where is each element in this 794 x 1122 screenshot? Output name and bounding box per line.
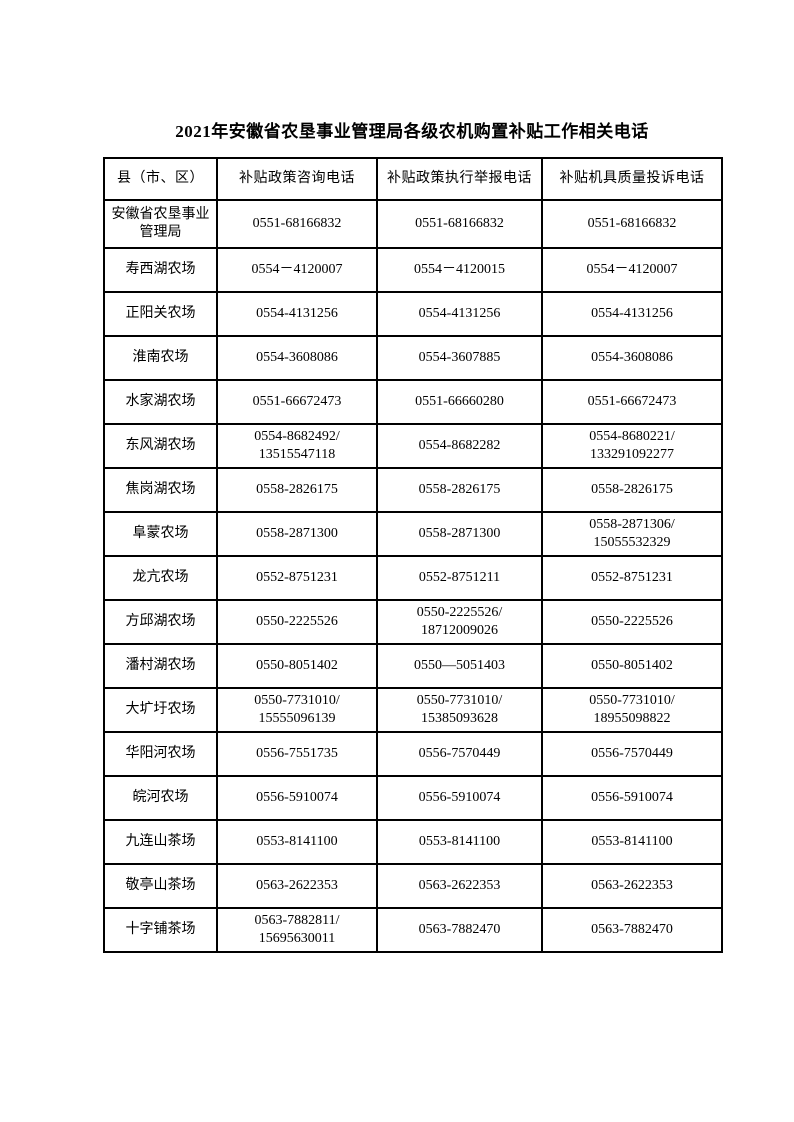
region-cell: 正阳关农场: [103, 290, 218, 337]
table-row: 阜蒙农场 0558-2871300 0558-2871300 0558-2871…: [103, 510, 723, 557]
consult-phone-cell: 0558-2826175: [216, 466, 378, 513]
consult-phone-cell: 0550-7731010/ 15555096139: [216, 686, 378, 733]
region-cell: 敬亭山茶场: [103, 862, 218, 909]
complaint-phone-cell: 0558-2871306/ 15055532329: [541, 510, 723, 557]
consult-phone-cell: 0551-66672473: [216, 378, 378, 425]
table-row: 寿西湖农场 0554－4120007 0554－4120015 0554－412…: [103, 246, 723, 293]
consult-phone-cell: 0558-2871300: [216, 510, 378, 557]
report-phone-cell: 0558-2826175: [376, 466, 543, 513]
table-row: 龙亢农场 0552-8751231 0552-8751211 0552-8751…: [103, 554, 723, 601]
table-row: 东风湖农场 0554-8682492/ 13515547118 0554-868…: [103, 422, 723, 469]
report-phone-cell: 0550—5051403: [376, 642, 543, 689]
table-row: 十字铺茶场 0563-7882811/ 15695630011 0563-788…: [103, 906, 723, 953]
report-phone-cell: 0554－4120015: [376, 246, 543, 293]
report-phone-cell: 0553-8141100: [376, 818, 543, 865]
consult-phone-cell: 0563-7882811/ 15695630011: [216, 906, 378, 953]
report-phone-cell: 0554-4131256: [376, 290, 543, 337]
consult-phone-cell: 0556-7551735: [216, 730, 378, 777]
table-row: 安徽省农垦事业 管理局 0551-68166832 0551-68166832 …: [103, 198, 723, 249]
complaint-phone-cell: 0554-4131256: [541, 290, 723, 337]
complaint-phone-cell: 0554－4120007: [541, 246, 723, 293]
report-phone-cell: 0551-68166832: [376, 198, 543, 249]
table-row: 正阳关农场 0554-4131256 0554-4131256 0554-413…: [103, 290, 723, 337]
complaint-phone-cell: 0563-2622353: [541, 862, 723, 909]
complaint-phone-cell: 0550-7731010/ 18955098822: [541, 686, 723, 733]
complaint-phone-cell: 0563-7882470: [541, 906, 723, 953]
table-row: 淮南农场 0554-3608086 0554-3607885 0554-3608…: [103, 334, 723, 381]
complaint-phone-cell: 0556-7570449: [541, 730, 723, 777]
region-cell: 安徽省农垦事业 管理局: [103, 198, 218, 249]
report-phone-cell: 0556-5910074: [376, 774, 543, 821]
complaint-phone-cell: 0553-8141100: [541, 818, 723, 865]
region-cell: 阜蒙农场: [103, 510, 218, 557]
column-header-consult-phone: 补贴政策咨询电话: [216, 156, 378, 201]
complaint-phone-cell: 0552-8751231: [541, 554, 723, 601]
report-phone-cell: 0552-8751211: [376, 554, 543, 601]
column-header-complaint-phone: 补贴机具质量投诉电话: [541, 156, 723, 201]
report-phone-cell: 0551-66660280: [376, 378, 543, 425]
report-phone-cell: 0554-8682282: [376, 422, 543, 469]
region-cell: 潘村湖农场: [103, 642, 218, 689]
column-header-region: 县（市、区）: [103, 156, 218, 201]
report-phone-cell: 0550-2225526/ 18712009026: [376, 598, 543, 645]
complaint-phone-cell: 0551-66672473: [541, 378, 723, 425]
region-cell: 九连山茶场: [103, 818, 218, 865]
region-cell: 方邱湖农场: [103, 598, 218, 645]
column-header-report-phone: 补贴政策执行举报电话: [376, 156, 543, 201]
page-title: 2021年安徽省农垦事业管理局各级农机购置补贴工作相关电话: [175, 122, 649, 141]
complaint-phone-cell: 0550-2225526: [541, 598, 723, 645]
table-row: 方邱湖农场 0550-2225526 0550-2225526/ 1871200…: [103, 598, 723, 645]
consult-phone-cell: 0550-2225526: [216, 598, 378, 645]
region-cell: 十字铺茶场: [103, 906, 218, 953]
table-row: 华阳河农场 0556-7551735 0556-7570449 0556-757…: [103, 730, 723, 777]
report-phone-cell: 0550-7731010/ 15385093628: [376, 686, 543, 733]
region-cell: 水家湖农场: [103, 378, 218, 425]
region-cell: 焦岗湖农场: [103, 466, 218, 513]
consult-phone-cell: 0552-8751231: [216, 554, 378, 601]
complaint-phone-cell: 0550-8051402: [541, 642, 723, 689]
region-cell: 大圹圩农场: [103, 686, 218, 733]
subsidy-phone-table: 县（市、区） 补贴政策咨询电话 补贴政策执行举报电话 补贴机具质量投诉电话 安徽…: [103, 156, 723, 953]
consult-phone-cell: 0563-2622353: [216, 862, 378, 909]
region-cell: 龙亢农场: [103, 554, 218, 601]
table-header-row: 县（市、区） 补贴政策咨询电话 补贴政策执行举报电话 补贴机具质量投诉电话: [103, 156, 723, 201]
complaint-phone-cell: 0554-3608086: [541, 334, 723, 381]
consult-phone-cell: 0554-3608086: [216, 334, 378, 381]
table-row: 潘村湖农场 0550-8051402 0550—5051403 0550-805…: [103, 642, 723, 689]
table-body: 安徽省农垦事业 管理局 0551-68166832 0551-68166832 …: [103, 198, 723, 953]
consult-phone-cell: 0554-8682492/ 13515547118: [216, 422, 378, 469]
region-cell: 东风湖农场: [103, 422, 218, 469]
consult-phone-cell: 0556-5910074: [216, 774, 378, 821]
report-phone-cell: 0556-7570449: [376, 730, 543, 777]
consult-phone-cell: 0554－4120007: [216, 246, 378, 293]
table-row: 水家湖农场 0551-66672473 0551-66660280 0551-6…: [103, 378, 723, 425]
complaint-phone-cell: 0551-68166832: [541, 198, 723, 249]
region-cell: 寿西湖农场: [103, 246, 218, 293]
report-phone-cell: 0563-7882470: [376, 906, 543, 953]
consult-phone-cell: 0550-8051402: [216, 642, 378, 689]
report-phone-cell: 0563-2622353: [376, 862, 543, 909]
complaint-phone-cell: 0558-2826175: [541, 466, 723, 513]
complaint-phone-cell: 0554-8680221/ 133291092277: [541, 422, 723, 469]
table-row: 九连山茶场 0553-8141100 0553-8141100 0553-814…: [103, 818, 723, 865]
region-cell: 淮南农场: [103, 334, 218, 381]
table-row: 敬亭山茶场 0563-2622353 0563-2622353 0563-262…: [103, 862, 723, 909]
region-cell: 华阳河农场: [103, 730, 218, 777]
report-phone-cell: 0554-3607885: [376, 334, 543, 381]
document-content: 2021年安徽省农垦事业管理局各级农机购置补贴工作相关电话 县（市、区） 补贴政…: [103, 120, 723, 953]
table-row: 大圹圩农场 0550-7731010/ 15555096139 0550-773…: [103, 686, 723, 733]
table-row: 焦岗湖农场 0558-2826175 0558-2826175 0558-282…: [103, 466, 723, 513]
consult-phone-cell: 0553-8141100: [216, 818, 378, 865]
consult-phone-cell: 0554-4131256: [216, 290, 378, 337]
consult-phone-cell: 0551-68166832: [216, 198, 378, 249]
table-row: 皖河农场 0556-5910074 0556-5910074 0556-5910…: [103, 774, 723, 821]
region-cell: 皖河农场: [103, 774, 218, 821]
report-phone-cell: 0558-2871300: [376, 510, 543, 557]
complaint-phone-cell: 0556-5910074: [541, 774, 723, 821]
